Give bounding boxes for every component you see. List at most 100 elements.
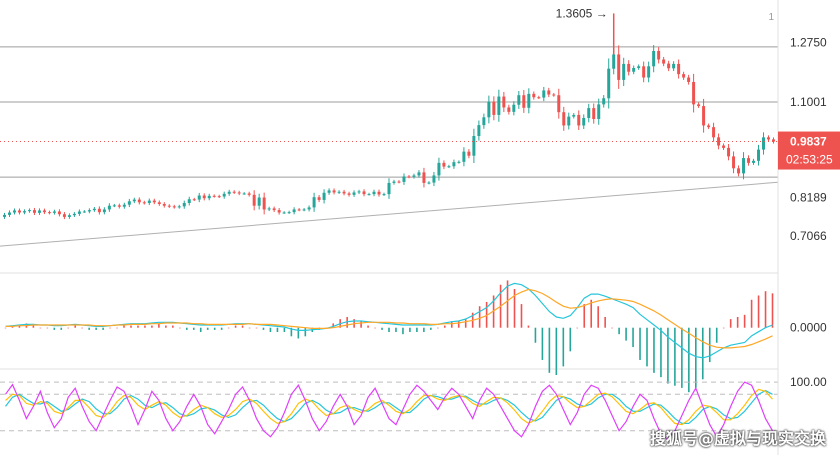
candle-body — [632, 68, 636, 72]
macd-histogram-bar — [729, 319, 732, 328]
macd-histogram-bar — [179, 327, 181, 329]
macd-histogram-bar — [632, 327, 634, 348]
macd-histogram-bar — [32, 325, 35, 328]
macd-histogram-bar — [569, 327, 572, 352]
macd-histogram-bar — [220, 327, 223, 330]
candle-body — [232, 191, 236, 193]
candle-body — [172, 206, 176, 208]
candle-body — [482, 117, 486, 126]
candle-body — [667, 63, 671, 69]
macd-histogram-bar — [88, 327, 90, 330]
macd-histogram-bar — [527, 325, 530, 328]
macd-histogram-bar — [611, 327, 613, 329]
stoch-d-line — [5, 388, 773, 426]
candle-body — [437, 162, 441, 176]
candle-body — [442, 162, 446, 167]
macd-histogram-bar — [234, 325, 237, 328]
candle-body — [337, 191, 341, 193]
macd-histogram-bar — [67, 327, 70, 329]
candle-body — [757, 149, 761, 161]
candle-body — [132, 199, 136, 202]
candle-body — [512, 104, 516, 112]
candle-body — [687, 77, 691, 82]
macd-histogram-bar — [597, 306, 599, 328]
candle-body — [387, 182, 391, 195]
macd-histogram-bar — [39, 327, 42, 329]
candle-body — [507, 107, 511, 112]
macd-histogram-bar — [269, 327, 272, 333]
candle-body — [117, 205, 121, 207]
candle-body — [242, 193, 246, 195]
candle-body — [297, 209, 301, 211]
macd-histogram-bar — [4, 327, 7, 329]
macd-histogram-bar — [137, 325, 139, 328]
candle-body — [377, 191, 381, 195]
candle-body — [97, 208, 101, 213]
candle-body — [557, 95, 561, 113]
macd-histogram-bar — [213, 327, 216, 330]
macd-histogram-bar — [478, 306, 481, 328]
candle-body — [522, 95, 526, 108]
candle-body — [737, 168, 741, 174]
candle-body — [382, 194, 386, 196]
macd-histogram-bar — [74, 325, 77, 328]
kdj-tick-label: 100.00 — [790, 375, 827, 389]
candle-body — [642, 66, 646, 78]
candle-body — [747, 158, 751, 163]
candle-body — [112, 205, 116, 207]
macd-histogram-bar — [437, 327, 439, 329]
candle-body — [92, 208, 96, 211]
candle-body — [372, 191, 376, 195]
candle-body — [467, 151, 471, 156]
macd-histogram-bar — [409, 327, 411, 333]
candle-body — [282, 212, 286, 214]
macd-histogram-bar — [172, 325, 174, 328]
candle-body — [152, 200, 156, 203]
candle-body — [697, 104, 701, 107]
candle-body — [227, 191, 231, 194]
candle-body — [702, 106, 706, 126]
candle-body — [82, 211, 86, 213]
macd-histogram-bar — [618, 327, 620, 335]
macd-histogram-bar — [555, 327, 558, 375]
candle-body — [147, 200, 151, 203]
candle-body — [712, 127, 716, 138]
candle-body — [497, 96, 501, 115]
macd-histogram-bar — [185, 327, 188, 330]
candle-body — [597, 104, 601, 119]
candle-body — [612, 54, 616, 69]
macd-histogram-bar — [18, 325, 21, 328]
candle-body — [352, 192, 356, 195]
candle-body — [692, 81, 696, 105]
macd-histogram-bar — [715, 327, 718, 343]
candle-body — [262, 197, 266, 210]
candle-body — [727, 147, 731, 157]
candle-body — [102, 209, 106, 213]
stoch-j-line — [5, 389, 773, 424]
candle-body — [772, 139, 776, 142]
macd-histogram-bar — [332, 323, 335, 328]
candle-body — [417, 172, 421, 176]
macd-histogram-bar — [53, 327, 56, 330]
candle-body — [252, 194, 256, 206]
macd-histogram-bar — [276, 327, 279, 333]
candle-body — [362, 191, 366, 195]
candle-body — [162, 204, 166, 206]
candle-body — [457, 161, 461, 163]
candle-body — [277, 210, 281, 213]
candle-body — [267, 208, 271, 210]
candle-body — [327, 190, 331, 193]
candle-body — [197, 195, 201, 200]
macd-histogram-bar — [144, 325, 146, 328]
candle-body — [207, 195, 211, 199]
candle-body — [717, 137, 721, 146]
macd-histogram-bar — [116, 327, 118, 329]
watermark: 搜狐号@虚拟与现实交换 — [649, 429, 826, 448]
signal-line — [5, 288, 773, 349]
grid-layer — [0, 272, 840, 370]
candle-body — [217, 196, 221, 198]
candle-body — [222, 193, 226, 197]
candle-body — [677, 63, 681, 75]
